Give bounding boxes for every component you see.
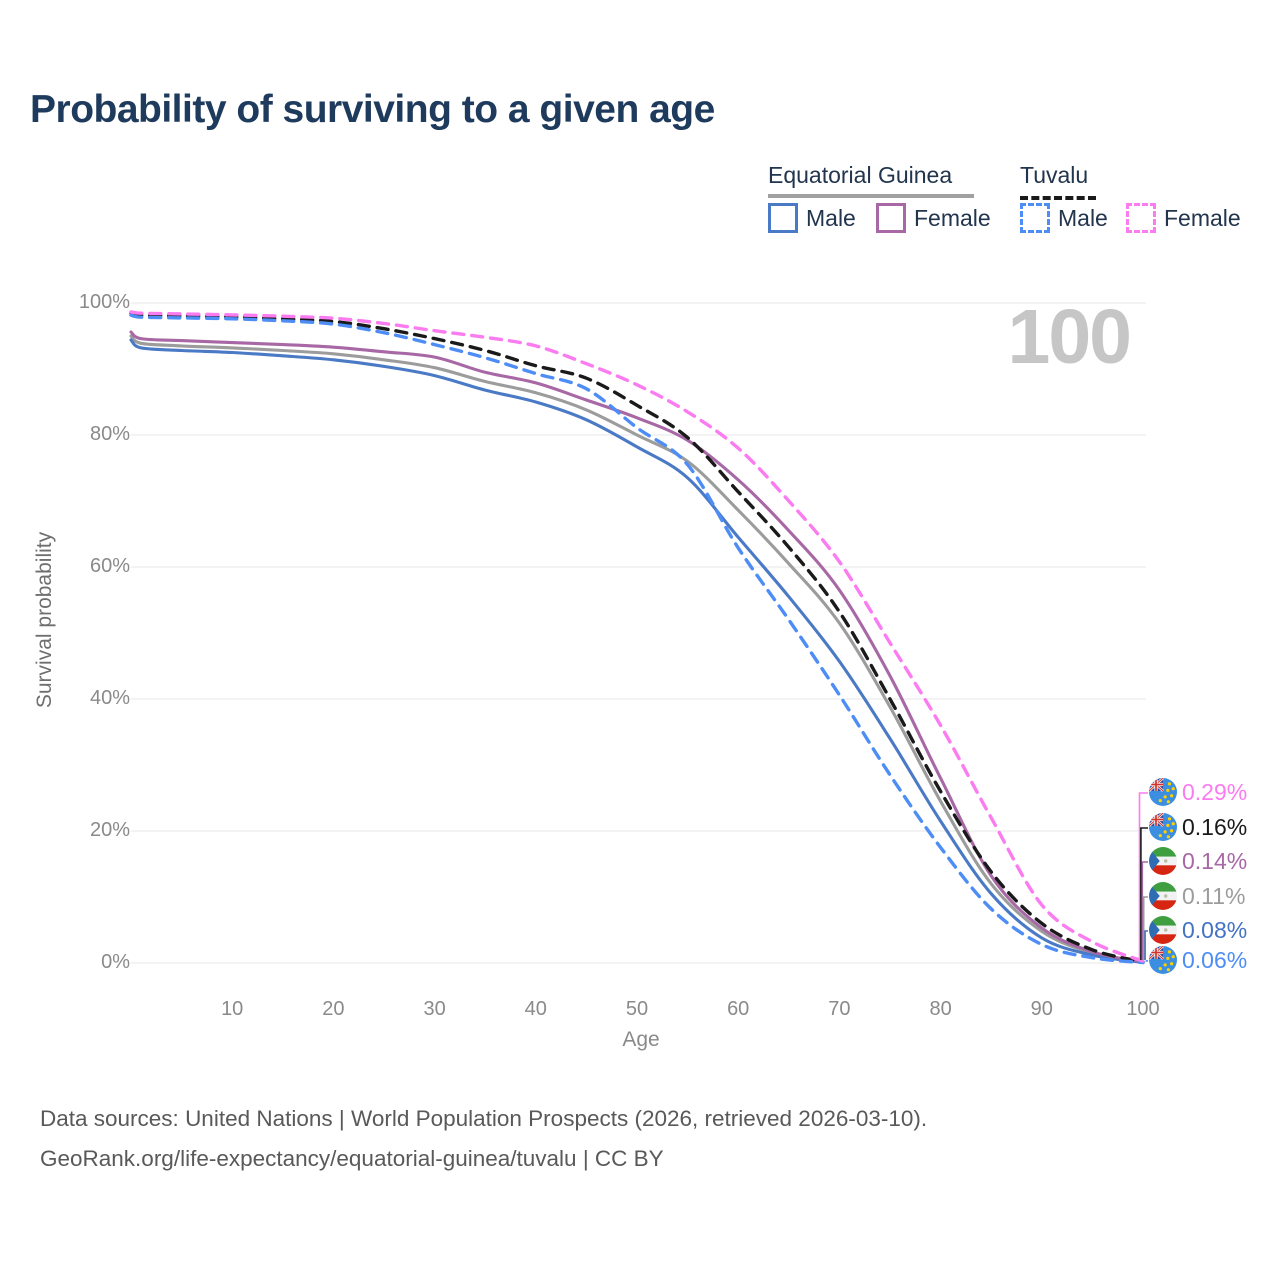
legend-label: Male xyxy=(806,204,856,231)
legend-underline-solid xyxy=(768,194,974,198)
footer-attribution-link: GeoRank.org/life-expectancy/equatorial-g… xyxy=(40,1146,664,1171)
legend-group-equatorial-guinea: Equatorial Guinea xyxy=(768,162,953,188)
equatorial-guinea-flag-icon xyxy=(1149,916,1177,944)
footer-data-sources: Data sources: United Nations | World Pop… xyxy=(40,1106,928,1131)
tuvalu-flag-icon xyxy=(1149,813,1177,841)
y-tick-label: 100% xyxy=(78,291,130,313)
tuvalu-male-swatch-icon xyxy=(1020,203,1050,233)
x-tick-label: 20 xyxy=(322,998,345,1020)
x-tick-label: 50 xyxy=(625,998,649,1020)
series-line-tuvalu-female xyxy=(129,310,1145,963)
x-tick-label: 30 xyxy=(423,998,446,1020)
series-lines xyxy=(129,310,1145,965)
legend-item-tuvalu-female[interactable]: Female xyxy=(1126,203,1241,233)
end-label-value: 0.06% xyxy=(1182,946,1248,973)
x-tick-label: 80 xyxy=(929,998,952,1020)
end-label-value: 0.29% xyxy=(1182,778,1248,805)
leader-line xyxy=(1141,861,1148,960)
end-label-row: 0.14% xyxy=(1149,847,1247,875)
series-line-tuvalu-total xyxy=(129,311,1145,964)
eg-male-swatch-icon xyxy=(768,203,798,233)
x-tick-label: 100 xyxy=(1126,998,1160,1020)
end-label-row: 0.08% xyxy=(1149,916,1247,944)
x-tick-label: 10 xyxy=(221,998,244,1020)
x-axis-label: Age xyxy=(622,1028,660,1051)
y-tick-label: 80% xyxy=(89,423,130,445)
end-label-value: 0.08% xyxy=(1182,916,1248,943)
end-label-value: 0.11% xyxy=(1182,882,1246,909)
gridlines xyxy=(131,302,1146,964)
tuvalu-female-swatch-icon xyxy=(1126,203,1156,233)
end-label-value: 0.14% xyxy=(1182,847,1248,874)
end-label-value: 0.16% xyxy=(1182,813,1248,840)
legend-label: Female xyxy=(1164,204,1241,231)
leader-line xyxy=(1138,792,1148,960)
legend-item-eg-female[interactable]: Female xyxy=(876,203,991,233)
tuvalu-flag-icon xyxy=(1149,778,1177,806)
series-line-equatorial-guinea-female xyxy=(129,330,1145,964)
legend-label: Female xyxy=(914,204,991,231)
series-line-tuvalu-male xyxy=(129,313,1145,965)
y-tick-label: 60% xyxy=(89,555,130,577)
x-tick-label: 60 xyxy=(727,998,750,1020)
y-tick-label: 0% xyxy=(101,951,130,973)
y-tick-label: 40% xyxy=(89,687,130,709)
end-label-row: 0.11% xyxy=(1149,882,1246,910)
x-tick-label: 90 xyxy=(1030,998,1053,1020)
x-tick-label: 70 xyxy=(828,998,851,1020)
page-title: Probability of surviving to a given age xyxy=(30,88,715,131)
end-label-leader-lines xyxy=(1138,792,1148,962)
end-label-row: 0.29% xyxy=(1149,778,1247,806)
equatorial-guinea-flag-icon xyxy=(1149,882,1177,910)
equatorial-guinea-flag-icon xyxy=(1149,847,1177,875)
tuvalu-flag-icon xyxy=(1149,946,1177,974)
leader-line xyxy=(1145,960,1148,962)
y-axis-label: Survival probability xyxy=(33,531,56,709)
legend-item-tuvalu-male[interactable]: Male xyxy=(1020,203,1108,233)
eg-female-swatch-icon xyxy=(876,203,906,233)
leader-line xyxy=(1140,827,1148,960)
end-label-row: 0.06% xyxy=(1149,946,1247,974)
leader-line xyxy=(1142,896,1148,960)
series-line-equatorial-guinea-total xyxy=(129,334,1145,964)
x-tick-label: 40 xyxy=(524,998,547,1020)
legend-label: Male xyxy=(1058,204,1108,231)
age-counter-watermark: 100 xyxy=(1007,294,1132,380)
y-tick-label: 20% xyxy=(89,819,130,841)
end-label-row: 0.16% xyxy=(1149,813,1247,841)
legend-underline-dashed xyxy=(1020,192,1096,200)
series-line-equatorial-guinea-male xyxy=(129,338,1145,965)
leader-line xyxy=(1144,930,1148,960)
legend-group-tuvalu: Tuvalu xyxy=(1020,162,1089,188)
legend-item-eg-male[interactable]: Male xyxy=(768,203,856,233)
